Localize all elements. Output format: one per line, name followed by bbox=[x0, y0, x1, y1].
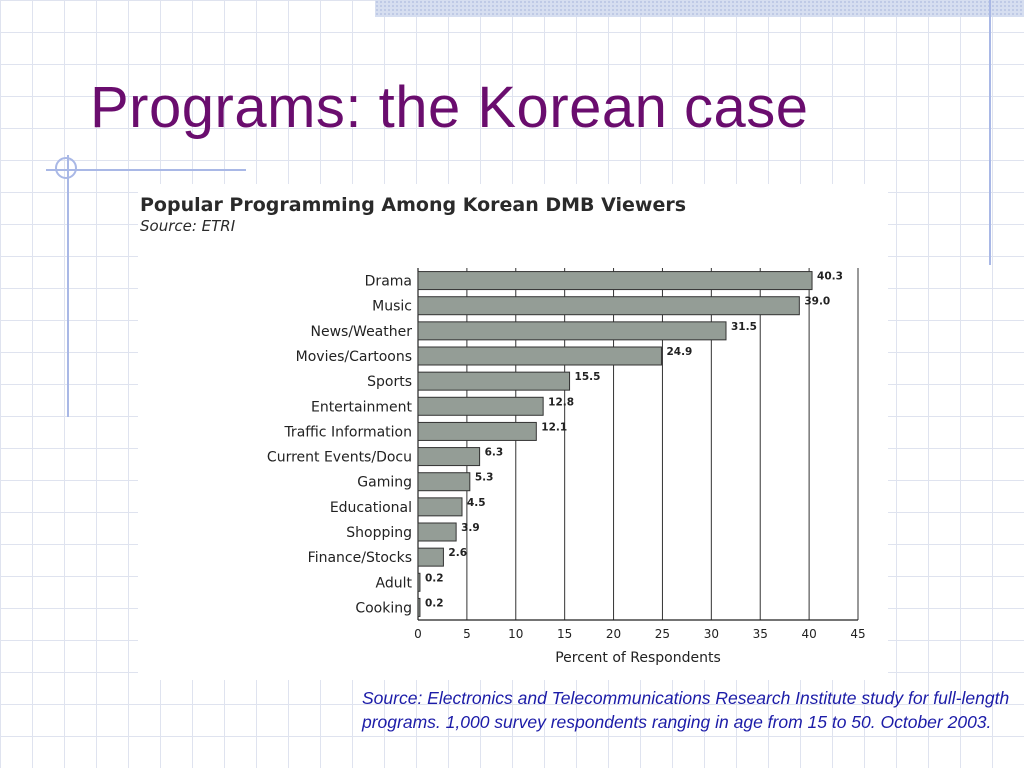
value-label: 5.3 bbox=[475, 472, 494, 484]
bar bbox=[417, 396, 544, 416]
bar bbox=[417, 296, 800, 316]
category-label: Cooking bbox=[355, 600, 412, 616]
category-label: Sports bbox=[367, 374, 412, 390]
title-underline bbox=[46, 169, 246, 171]
value-label: 4.5 bbox=[467, 497, 486, 509]
x-tick-label: 0 bbox=[414, 627, 422, 641]
bar bbox=[417, 497, 463, 517]
value-label: 31.5 bbox=[731, 321, 757, 333]
value-label: 2.6 bbox=[448, 547, 467, 559]
x-tick-label: 15 bbox=[557, 627, 572, 641]
bar bbox=[417, 421, 537, 441]
x-axis-title: Percent of Respondents bbox=[555, 650, 721, 666]
x-tick-label: 20 bbox=[606, 627, 621, 641]
x-tick-label: 40 bbox=[801, 627, 816, 641]
slide-title: Programs: the Korean case bbox=[90, 75, 809, 140]
category-label: Shopping bbox=[346, 525, 412, 541]
bar-chart: 0 5 10 15 20 25 30 35 40 45 Drama 40.3 Music 39.0 News… bbox=[267, 268, 866, 666]
bar bbox=[417, 547, 444, 567]
category-label: Movies/Cartoons bbox=[296, 349, 412, 365]
category-label: Traffic Information bbox=[283, 424, 412, 440]
x-tick-label: 45 bbox=[850, 627, 865, 641]
value-label: 0.2 bbox=[425, 572, 444, 584]
decor-circle bbox=[55, 157, 77, 179]
value-label: 6.3 bbox=[485, 447, 504, 459]
value-label: 12.8 bbox=[548, 396, 574, 408]
bar bbox=[417, 472, 471, 492]
category-label: Gaming bbox=[357, 475, 412, 491]
x-tick-label: 25 bbox=[655, 627, 670, 641]
bar bbox=[417, 522, 457, 542]
value-label: 12.1 bbox=[541, 421, 567, 433]
category-label: Music bbox=[372, 299, 412, 315]
category-label: News/Weather bbox=[311, 324, 413, 340]
bar bbox=[417, 346, 662, 366]
top-decor-band bbox=[375, 0, 1024, 17]
value-label: 3.9 bbox=[461, 522, 480, 534]
x-tick-label: 35 bbox=[753, 627, 768, 641]
value-label: 0.2 bbox=[425, 597, 444, 609]
chart-title: Popular Programming Among Korean DMB Vie… bbox=[140, 194, 687, 216]
bar bbox=[417, 572, 421, 592]
x-tick-label: 5 bbox=[463, 627, 471, 641]
value-label: 40.3 bbox=[817, 271, 843, 283]
bar bbox=[417, 271, 813, 291]
x-tick-label: 30 bbox=[704, 627, 719, 641]
category-label: Adult bbox=[376, 575, 413, 591]
value-label: 24.9 bbox=[666, 346, 692, 358]
value-label: 39.0 bbox=[804, 296, 830, 308]
bar bbox=[417, 447, 481, 467]
right-decor-line bbox=[989, 0, 991, 265]
chart-subtitle: Source: ETRI bbox=[140, 217, 236, 235]
category-label: Entertainment bbox=[311, 399, 413, 415]
x-tick-label: 10 bbox=[508, 627, 523, 641]
value-label: 15.5 bbox=[575, 371, 601, 383]
bar bbox=[417, 321, 727, 341]
category-label: Finance/Stocks bbox=[308, 550, 412, 566]
category-label: Drama bbox=[365, 274, 412, 290]
bar bbox=[417, 597, 421, 617]
category-label: Current Events/Docu bbox=[267, 450, 412, 466]
left-decor-line bbox=[67, 155, 69, 417]
category-label: Educational bbox=[330, 500, 412, 516]
bar bbox=[417, 371, 571, 391]
source-note: Source: Electronics and Telecommunicatio… bbox=[362, 688, 1010, 732]
chart-panel: Popular Programming Among Korean DMB Vie… bbox=[138, 184, 888, 680]
